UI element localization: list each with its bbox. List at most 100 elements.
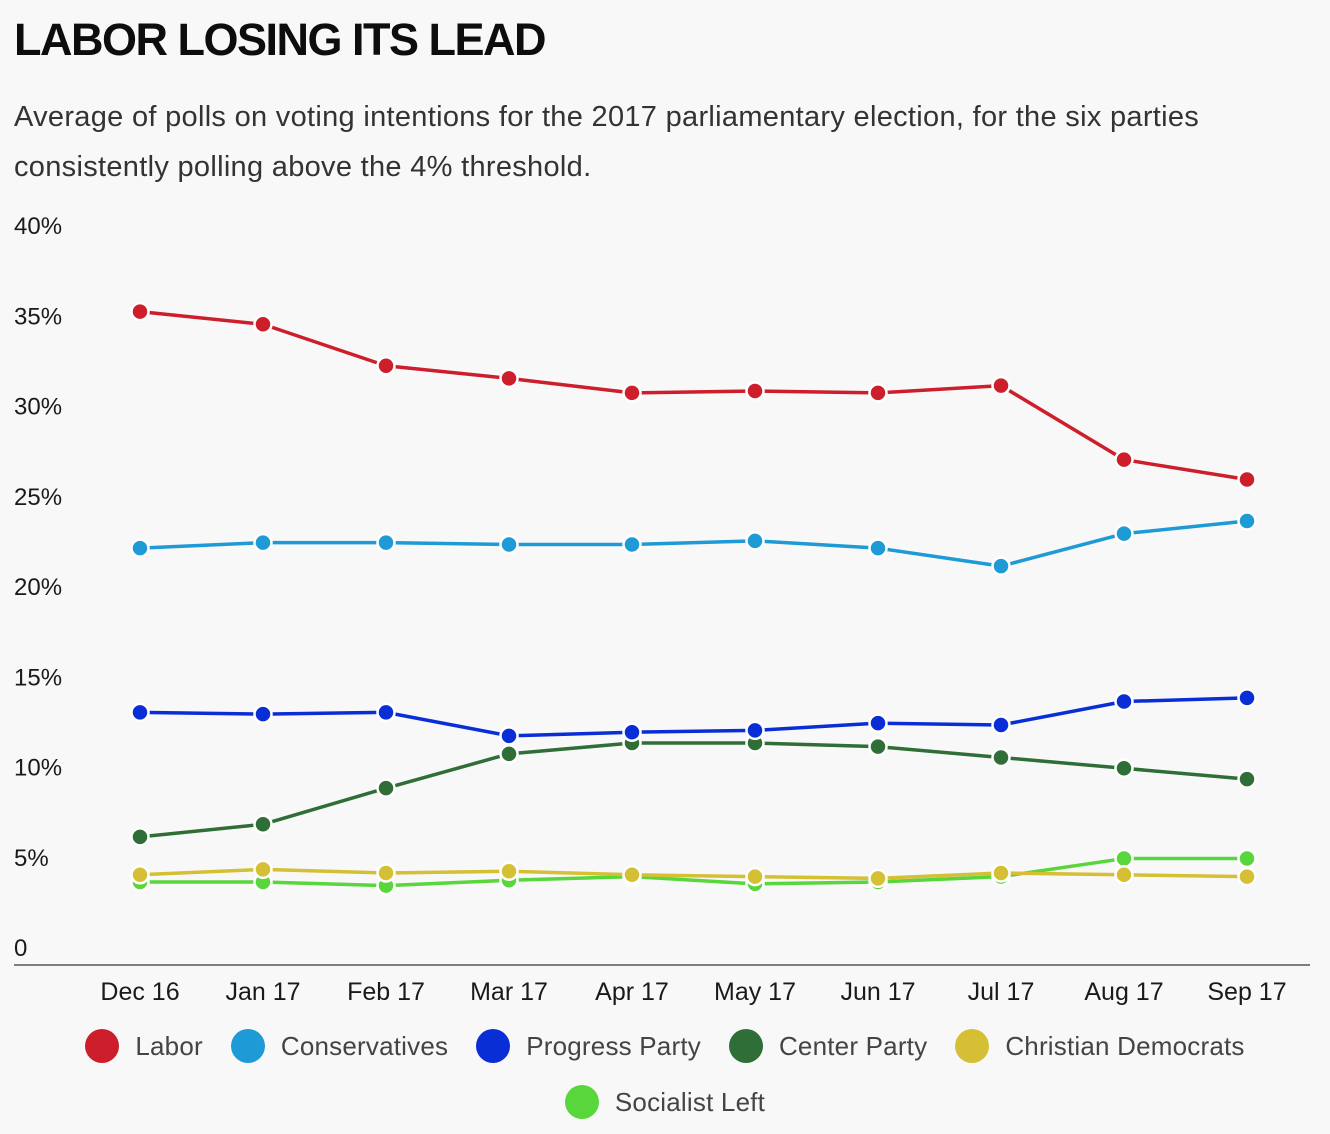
data-point [130, 865, 150, 885]
data-point [1237, 866, 1257, 887]
data-point [130, 702, 150, 723]
legend-row: Labor Conservatives Progress Party Center P… [0, 1020, 1330, 1072]
legend-item: Socialist Left [564, 1085, 766, 1119]
legend-item: Labor [85, 1029, 203, 1063]
data-point [253, 532, 273, 553]
x-tick-label: May 17 [714, 978, 796, 1006]
data-point [1114, 848, 1134, 869]
data-point [745, 531, 765, 551]
legend-swatch [476, 1029, 511, 1063]
series-line [138, 867, 1249, 881]
data-point [1237, 511, 1257, 531]
data-point [622, 383, 642, 403]
legend-swatch [85, 1029, 120, 1063]
legend-swatch [564, 1085, 599, 1119]
data-point [376, 532, 396, 553]
series-progress-party [130, 688, 1257, 746]
data-point [745, 720, 765, 741]
legend-row: Socialist Left [0, 1076, 1330, 1128]
data-point [991, 747, 1011, 768]
y-tick-label: 10% [14, 755, 62, 782]
data-point [1114, 865, 1134, 885]
y-tick-label: 25% [14, 484, 62, 511]
data-point [1237, 769, 1257, 789]
data-point [622, 865, 642, 885]
y-tick-label: 0 [14, 935, 27, 962]
series-labor [130, 301, 1257, 490]
data-point [745, 381, 765, 401]
series-line [138, 309, 1249, 482]
data-point [868, 868, 888, 889]
data-point [253, 704, 273, 724]
x-tick-label: Feb 17 [347, 978, 425, 1006]
data-point [499, 861, 519, 881]
data-point [745, 866, 765, 887]
legend-item: Center Party [728, 1029, 928, 1063]
chart-subtitle: Average of polls on voting intentions fo… [14, 101, 1200, 183]
legend-label: Labor [135, 1030, 203, 1061]
legend-label: Conservatives [280, 1030, 449, 1061]
data-point [991, 863, 1011, 883]
y-tick-label: 40% [14, 213, 62, 240]
legend-label: Socialist Left [614, 1086, 766, 1117]
x-tick-label: Aug 17 [1084, 978, 1163, 1006]
y-tick-label: 35% [14, 303, 62, 330]
data-point [991, 556, 1011, 576]
x-tick-label: Sep 17 [1207, 978, 1286, 1006]
legend-label: Progress Party [526, 1030, 701, 1061]
series-christian-democrats [130, 859, 1257, 889]
legend-item: Progress Party [476, 1029, 701, 1063]
data-point [499, 744, 519, 764]
data-point [499, 368, 519, 389]
series-line [138, 741, 1249, 839]
data-point [1237, 848, 1257, 869]
data-point [499, 726, 519, 746]
data-point [253, 814, 273, 835]
data-point [376, 778, 396, 798]
data-point [376, 356, 396, 376]
series-conservatives [130, 511, 1257, 576]
legend-label: Christian Democrats [1005, 1030, 1245, 1061]
data-point [253, 314, 273, 335]
y-tick-label: 5% [14, 845, 49, 872]
data-point [130, 301, 150, 322]
data-point [376, 863, 396, 883]
data-point [130, 538, 150, 558]
data-point [253, 859, 273, 880]
series-line [138, 519, 1249, 568]
legend-item: Christian Democrats [955, 1029, 1244, 1063]
x-tick-label: Jan 17 [225, 978, 300, 1006]
line-chart: 0 5% 10% 15% 20% 25% 30% 35% 40% Dec 16 Jan 17 Feb … [14, 213, 1310, 1006]
data-point [1114, 691, 1134, 712]
legend-swatch [230, 1029, 265, 1063]
legend-item: Conservatives [230, 1029, 449, 1063]
data-point [991, 715, 1011, 735]
data-point [991, 375, 1011, 396]
series-line [138, 856, 1249, 888]
data-point [1114, 758, 1134, 779]
series-center-party [130, 733, 1257, 847]
data-point [499, 534, 519, 555]
data-point [868, 383, 888, 403]
legend-swatch [955, 1029, 990, 1063]
legend-label: Center Party [778, 1030, 928, 1061]
data-point [130, 827, 150, 847]
data-point [1237, 469, 1257, 490]
data-point [622, 722, 642, 742]
legend-swatch [728, 1029, 763, 1063]
data-point [868, 538, 888, 558]
data-point [868, 713, 888, 733]
y-tick-label: 30% [14, 394, 62, 421]
data-point [376, 702, 396, 723]
data-point [622, 534, 642, 555]
chart-legend: Labor Conservatives Progress Party Center P… [0, 1020, 1330, 1128]
data-point [1114, 523, 1134, 544]
x-tick-label: Dec 16 [100, 978, 179, 1006]
x-tick-label: Apr 17 [595, 978, 669, 1006]
y-tick-label: 20% [14, 574, 62, 601]
chart-title: LABOR LOSING ITS LEAD [14, 14, 547, 65]
x-tick-label: Jul 17 [968, 978, 1035, 1006]
x-tick-label: Jun 17 [840, 978, 915, 1006]
data-point [1114, 449, 1134, 470]
